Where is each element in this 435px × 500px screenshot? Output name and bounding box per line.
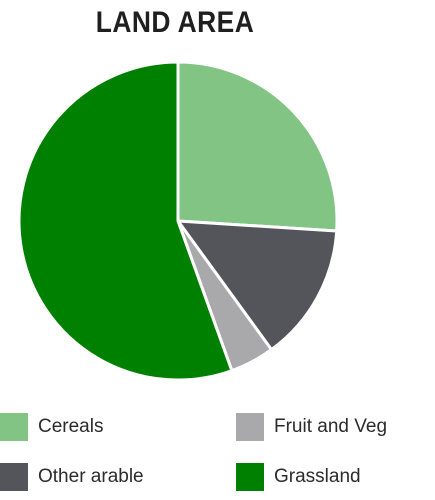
legend-item-grassland: Grassland — [236, 460, 361, 494]
chart-title: LAND AREA — [95, 6, 255, 39]
pie-slice-cereals — [176, 60, 339, 233]
pie-slice-grassland — [17, 60, 234, 382]
legend-item-other-arable: Other arable — [0, 460, 144, 494]
legend-swatch-other-arable — [0, 463, 28, 491]
legend-label-cereals: Cereals — [38, 416, 104, 437]
pie-chart — [17, 60, 339, 382]
legend-swatch-grassland — [236, 463, 264, 491]
legend-swatch-cereals — [0, 413, 28, 441]
legend-swatch-fruit-and-veg — [236, 413, 264, 441]
legend-label-fruit-and-veg: Fruit and Veg — [274, 416, 388, 437]
legend-label-other-arable: Other arable — [38, 466, 144, 487]
legend-item-cereals: Cereals — [0, 410, 103, 444]
legend-item-fruit-and-veg: Fruit and Veg — [236, 410, 387, 444]
pie-slice-other-arable — [176, 219, 339, 352]
legend-label-grassland: Grassland — [274, 466, 361, 487]
